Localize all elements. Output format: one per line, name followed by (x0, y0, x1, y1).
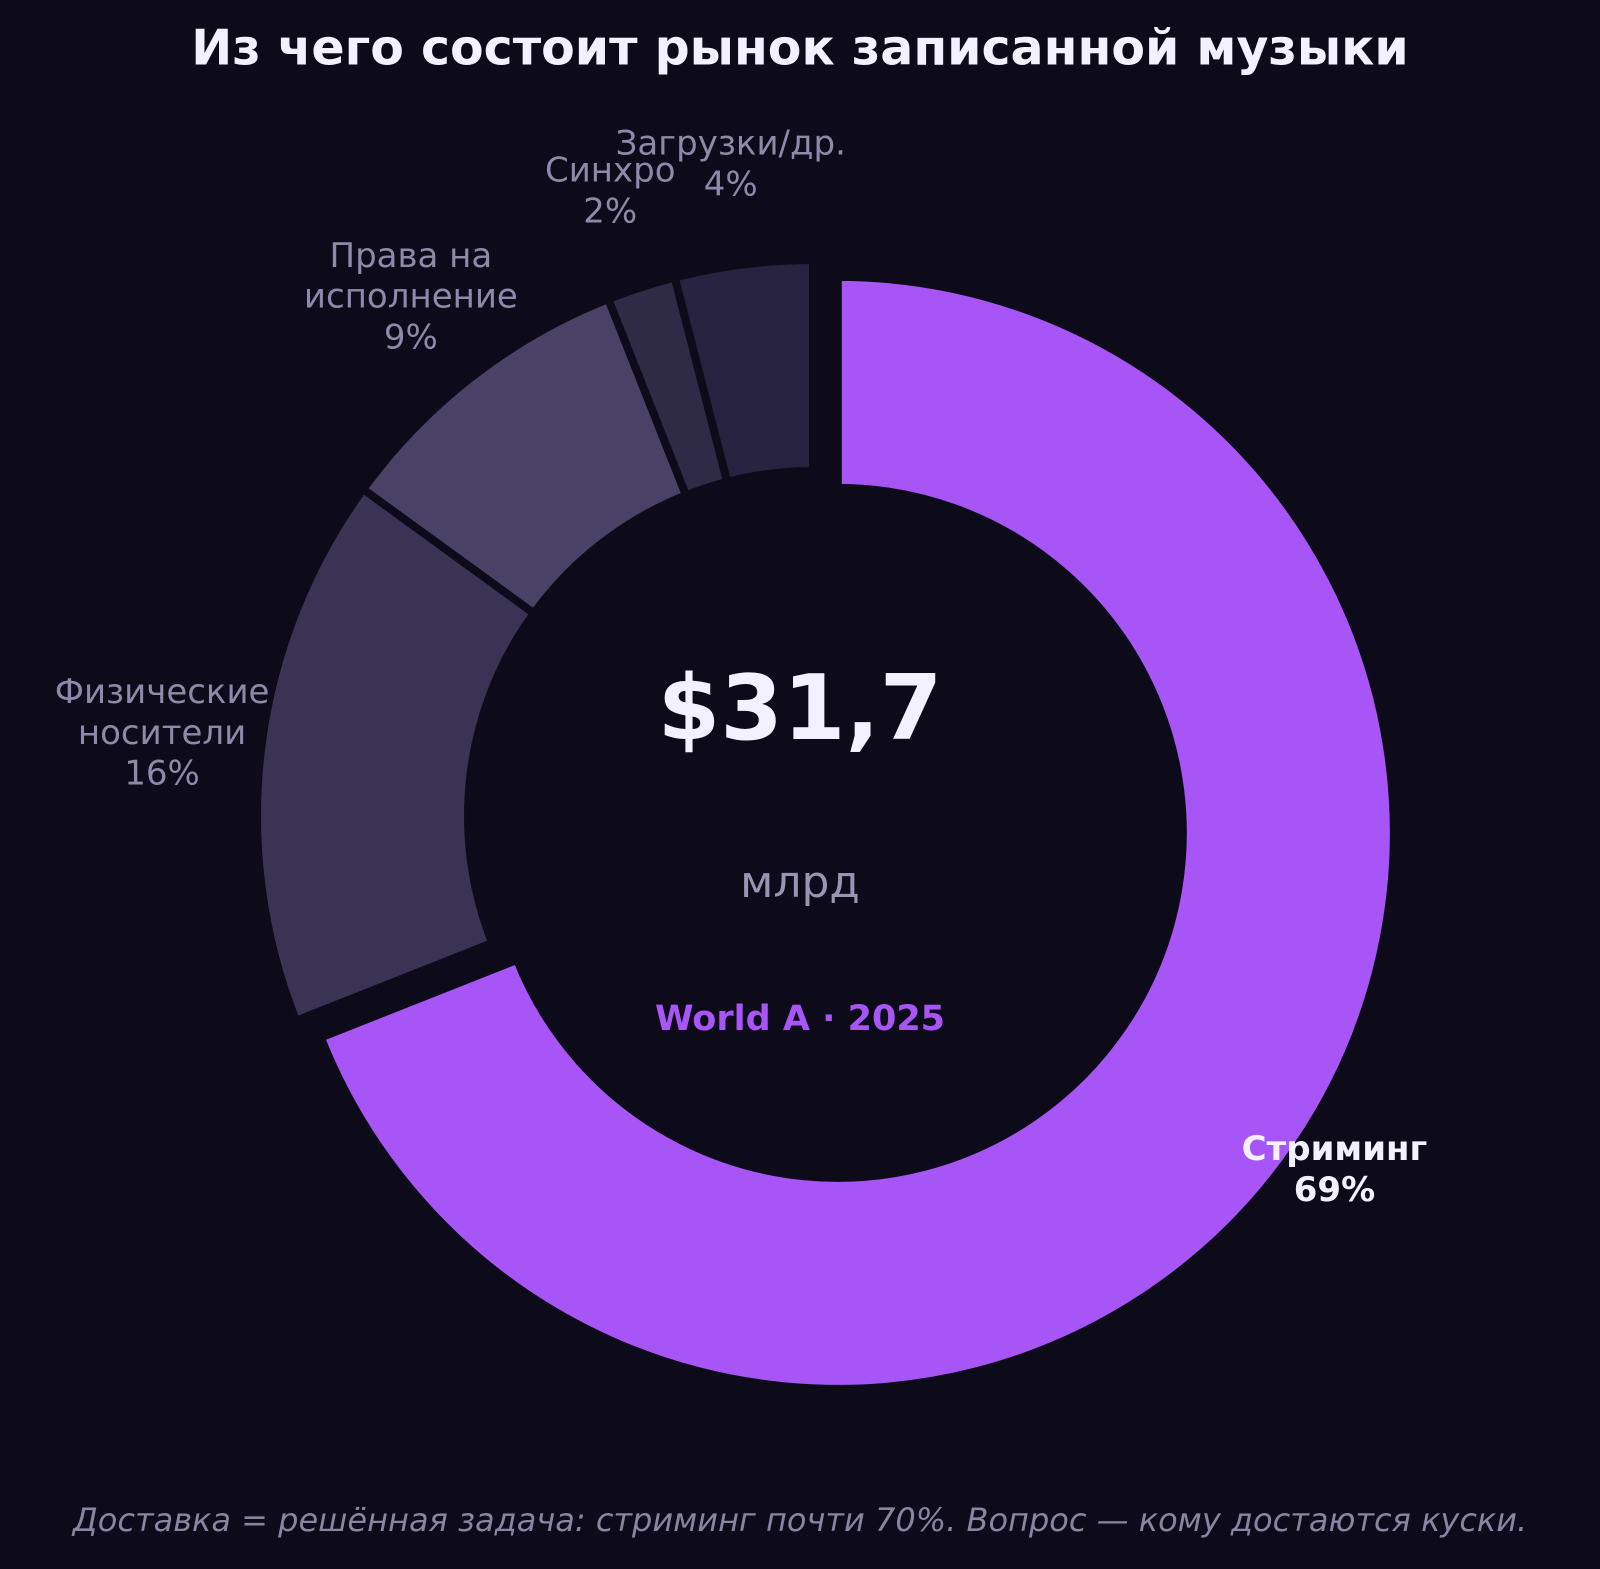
chart-title: Из чего состоит рынок записанной музыки (191, 20, 1409, 77)
pie-slice (316, 272, 1398, 1393)
pie-slice (253, 485, 538, 1025)
text-line: носители (78, 712, 246, 752)
center-subtitle: World A · 2025 (655, 999, 945, 1039)
pie-slice (670, 256, 817, 486)
slice-label: Стриминг 69% (1242, 1128, 1428, 1209)
text-line: 2% (583, 191, 637, 231)
text-line: Синхро (545, 150, 676, 190)
center-unit: млрд (740, 857, 860, 908)
slice-label: Загрузки/др. 4% (616, 123, 846, 204)
text-line: 4% (704, 164, 758, 204)
slice-label: Синхро 2% (545, 150, 676, 231)
slice-label: Права на исполнение 9% (304, 235, 518, 357)
footnote: Доставка = решённая задача: стриминг поч… (71, 1501, 1527, 1539)
slice-label: Физические носители 16% (55, 671, 270, 793)
text-line: Загрузки/др. (616, 123, 846, 163)
text-line: 69% (1294, 1169, 1375, 1209)
center-total: $31,7 (658, 656, 943, 761)
text-line: 16% (124, 753, 200, 793)
text-line: Физические (55, 671, 270, 711)
text-line: исполнение (304, 276, 518, 316)
text-line: 9% (384, 317, 438, 357)
text-line: Стриминг (1242, 1128, 1428, 1168)
text-line: Права на (330, 235, 493, 275)
